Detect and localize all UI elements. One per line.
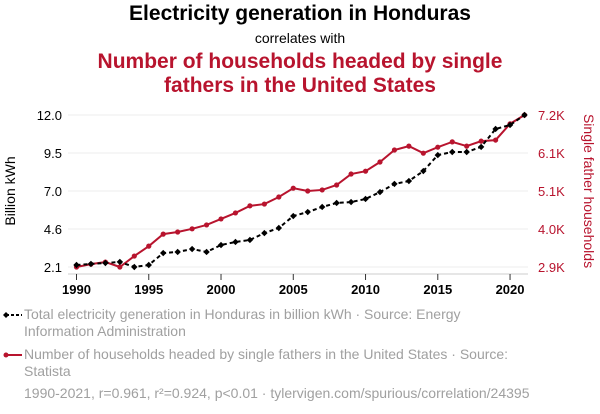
y-tick-label-left: 12.0 [37, 108, 62, 123]
data-point-electricity [174, 248, 181, 256]
data-point-electricity [347, 198, 355, 206]
data-point-electricity [102, 259, 109, 267]
chart-subtitle: Number of households headed by single fa… [0, 50, 600, 98]
data-point-electricity [232, 238, 239, 246]
data-point-electricity [376, 188, 384, 196]
legend-series2-line2: Statista [24, 363, 71, 379]
data-point-electricity [391, 180, 398, 188]
x-tick-label: 2020 [496, 282, 525, 297]
footer-stats: 1990-2021, r=0.961, r²=0.924, p<0.01 · t… [24, 385, 530, 401]
data-point-single-fathers [377, 159, 383, 165]
x-tick-label: 1990 [62, 282, 91, 297]
legend-dashed-diamond-icon [3, 312, 22, 318]
data-point-single-fathers [160, 231, 166, 237]
legend-series1-line2: Information Administration [24, 323, 186, 339]
x-tick-label: 1995 [134, 282, 163, 297]
data-point-electricity [362, 195, 369, 203]
legend-item-series1: Total electricity generation in Honduras… [3, 306, 544, 340]
legend-solid-circle-icon [3, 352, 22, 358]
y-tick-label-right: 4.0K [538, 222, 565, 237]
y-tick-label-left: 7.0 [44, 184, 62, 199]
data-point-single-fathers [420, 150, 426, 156]
y-axis-left: 2.1 4.6 7.0 9.5 12.0 [37, 108, 62, 275]
data-point-electricity [463, 148, 470, 156]
data-point-single-fathers [189, 226, 195, 232]
y-axis-left-label: Billion kWh [2, 156, 18, 225]
data-point-single-fathers [117, 264, 123, 270]
y-tick-label-right: 7.2K [538, 108, 565, 123]
y-tick-label-left: 9.5 [44, 146, 62, 161]
x-tick-label: 2005 [279, 282, 308, 297]
data-point-single-fathers [218, 216, 224, 222]
data-point-electricity [131, 263, 138, 271]
gridlines [68, 114, 528, 268]
data-point-single-fathers [478, 138, 484, 144]
data-point-electricity [449, 148, 456, 156]
data-point-electricity [333, 199, 340, 207]
data-point-single-fathers [435, 144, 441, 150]
data-point-electricity [304, 208, 311, 216]
data-point-electricity [145, 261, 152, 269]
chart-connector-text: correlates with [254, 30, 346, 46]
y-tick-label-right: 6.1K [538, 146, 565, 161]
data-point-single-fathers [232, 210, 239, 216]
data-point-single-fathers [290, 185, 296, 191]
chart-plot: 2.1 4.6 7.0 9.5 12.0 2.9K 4.0K 5.1K 6.1K 7.2K 19… [2, 108, 597, 297]
data-point-electricity [217, 241, 225, 249]
data-point-single-fathers [276, 194, 282, 200]
data-point-electricity [318, 203, 326, 211]
y-tick-label-left: 4.6 [44, 222, 62, 237]
data-point-electricity [521, 111, 528, 119]
data-point-electricity [160, 249, 167, 257]
y-axis-right-label: Single father households [581, 114, 597, 268]
data-point-electricity [477, 143, 485, 151]
legend-series2-line1: Number of households headed by single fa… [24, 346, 509, 362]
data-point-single-fathers [247, 203, 253, 209]
series-line-electricity [76, 114, 526, 269]
data-point-single-fathers [449, 139, 455, 145]
chart-subtitle-line2: fathers in the United States [164, 74, 436, 97]
data-point-single-fathers [203, 222, 210, 228]
data-point-single-fathers [131, 253, 137, 259]
legend-series1-line1: Total electricity generation in Honduras… [24, 306, 461, 322]
y-tick-label-right: 5.1K [538, 184, 565, 199]
data-point-electricity [420, 167, 427, 175]
y-axis-right: 2.9K 4.0K 5.1K 6.1K 7.2K [538, 108, 565, 275]
x-tick-label: 2010 [351, 282, 380, 297]
data-point-electricity [203, 248, 210, 256]
data-point-electricity [116, 258, 124, 266]
data-point-electricity [434, 151, 441, 159]
data-point-single-fathers [146, 243, 152, 249]
data-point-single-fathers [362, 168, 369, 174]
data-point-electricity [87, 260, 95, 268]
legend-item-series2: Number of households headed by single fa… [3, 346, 544, 380]
data-point-electricity [261, 229, 268, 237]
y-tick-label-right: 2.9K [538, 260, 565, 275]
data-point-single-fathers [406, 143, 412, 149]
chart-title: Electricity generation in Honduras [129, 2, 471, 25]
data-point-single-fathers [261, 201, 267, 207]
x-tick-label: 2000 [207, 282, 236, 297]
data-point-single-fathers [175, 229, 181, 235]
data-point-single-fathers [464, 143, 470, 149]
data-point-electricity [188, 245, 196, 253]
data-point-single-fathers [319, 187, 325, 193]
series-group [73, 111, 528, 271]
data-point-electricity [290, 212, 297, 220]
data-point-single-fathers [348, 171, 354, 177]
data-point-electricity [275, 224, 283, 232]
data-point-electricity [73, 261, 80, 269]
y-tick-label-left: 2.1 [44, 260, 62, 275]
data-point-electricity [405, 177, 413, 185]
data-point-single-fathers [334, 182, 340, 188]
data-point-single-fathers [305, 188, 311, 194]
data-point-single-fathers [492, 137, 499, 143]
data-point-electricity [492, 125, 499, 133]
x-axis: 1990 1995 2000 2005 2010 2015 2020 [62, 273, 528, 297]
chart-subtitle-line1: Number of households headed by single [97, 50, 503, 73]
x-tick-label: 2015 [423, 282, 452, 297]
data-point-electricity [246, 236, 254, 244]
data-point-single-fathers [391, 147, 398, 153]
data-point-electricity [506, 121, 514, 129]
